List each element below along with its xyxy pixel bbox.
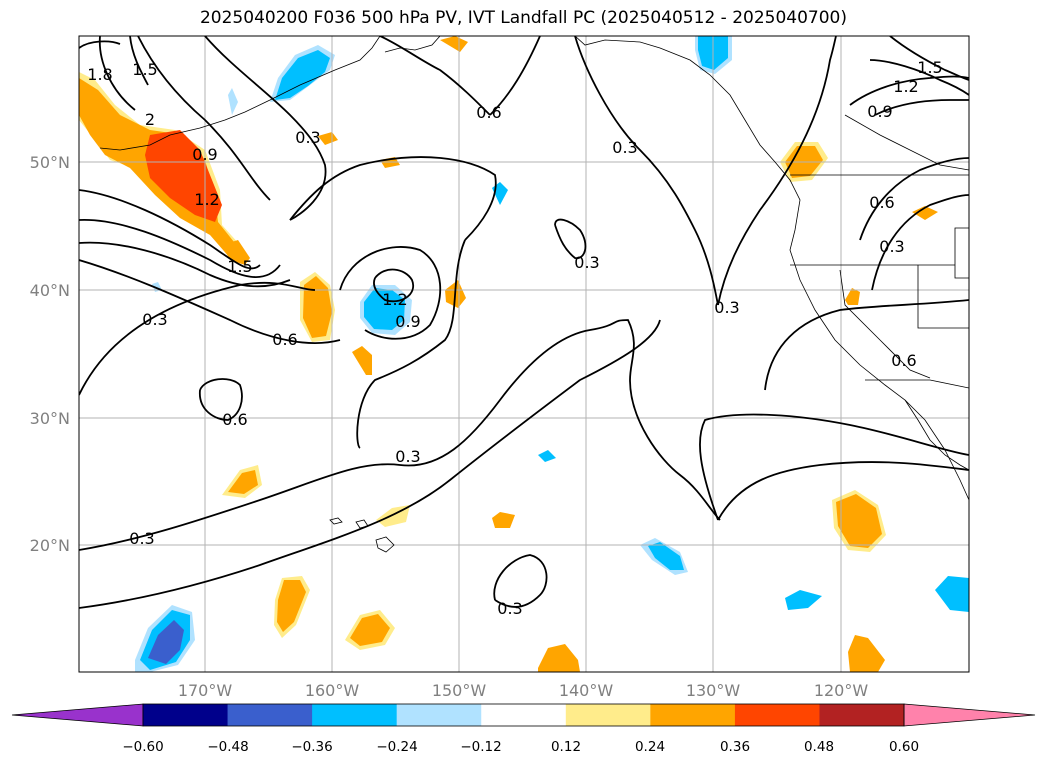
pc-negative-shading: [135, 36, 969, 672]
latitude-labels: 50°N 40°N 30°N 20°N: [30, 153, 70, 555]
colorbar-tick-label: 0.36: [720, 739, 750, 755]
contour-label: 1.5: [132, 60, 157, 79]
colorbar-segment: [734, 704, 820, 726]
contour-label: 0.3: [574, 253, 599, 272]
lon-label: 140°W: [559, 681, 614, 700]
contour-label: 0.3: [714, 298, 739, 317]
lon-label: 130°W: [686, 681, 741, 700]
colorbar-tick-label: 0.12: [551, 739, 581, 755]
colorbar-tick-label: −0.60: [122, 739, 163, 755]
colorbar-segment: [396, 704, 482, 726]
colorbar-tick-label: −0.48: [207, 739, 248, 755]
contour-label: 0.6: [891, 351, 916, 370]
contour-labels: 1.8 1.5 2 0.9 1.2 1.5 0.3 0.6 0.3 0.6 1.…: [87, 58, 942, 618]
contour-label: 0.3: [497, 599, 522, 618]
colorbar-segment: [650, 704, 736, 726]
colorbar-segment: [565, 704, 651, 726]
contour-label: 0.9: [867, 102, 892, 121]
contour-label: 0.6: [869, 193, 894, 212]
longitude-labels: 170°W 160°W 150°W 140°W 130°W 120°W: [178, 681, 869, 700]
lon-label: 170°W: [178, 681, 233, 700]
lon-label: 120°W: [814, 681, 869, 700]
colorbar-tick-label: −0.36: [291, 739, 332, 755]
contour-label: 0.3: [395, 447, 420, 466]
contour-label: 1.8: [87, 65, 112, 84]
lat-label: 20°N: [30, 536, 70, 555]
colorbar-extend-max: [903, 703, 1036, 727]
colorbar-tick-label: −0.12: [460, 739, 501, 755]
colorbar-segment: [227, 704, 313, 726]
contour-label: 2: [145, 110, 155, 129]
colorbar-tick-labels: −0.60 −0.48 −0.36 −0.24 −0.12 0.12 0.24 …: [122, 739, 919, 755]
lat-label: 40°N: [30, 281, 70, 300]
contour-label: 0.6: [272, 330, 297, 349]
contour-label: 0.3: [295, 128, 320, 147]
graticule: [79, 36, 969, 672]
colorbar-segment: [143, 704, 229, 726]
contour-label: 0.9: [395, 312, 420, 331]
map-title: 2025040200 F036 500 hPa PV, IVT Landfall…: [199, 8, 847, 28]
colorbar-segment: [819, 704, 905, 726]
lon-label: 150°W: [432, 681, 487, 700]
colorbar-segment: [312, 704, 398, 726]
contour-label: 0.3: [129, 529, 154, 548]
contour-label: 0.3: [612, 138, 637, 157]
contour-label: 0.6: [222, 410, 247, 429]
pv-contours: [79, 36, 969, 609]
contour-label: 0.6: [476, 103, 501, 122]
colorbar-tick-label: −0.24: [376, 739, 417, 755]
lat-label: 50°N: [30, 153, 70, 172]
colorbar-tick-label: 0.48: [804, 739, 834, 755]
map-frame: [78, 35, 970, 673]
map-area: [79, 36, 969, 672]
colorbar-tick-label: 0.24: [635, 739, 665, 755]
contour-label: 1.5: [227, 257, 252, 276]
colorbar-frame: [142, 703, 905, 727]
contour-label: 1.5: [917, 58, 942, 77]
contour-label: 1.2: [893, 77, 918, 96]
lat-label: 30°N: [30, 409, 70, 428]
contour-label: 1.2: [382, 290, 407, 309]
coastlines: [99, 36, 969, 501]
contour-label: 0.3: [142, 310, 167, 329]
colorbar: [11, 703, 1036, 727]
contour-label: 0.9: [192, 145, 217, 164]
colorbar-extend-min: [11, 703, 144, 727]
contour-label: 0.3: [879, 237, 904, 256]
lon-label: 160°W: [305, 681, 360, 700]
colorbar-segment: [481, 704, 567, 726]
contour-label: 1.2: [194, 190, 219, 209]
colorbar-tick-label: 0.60: [889, 739, 919, 755]
